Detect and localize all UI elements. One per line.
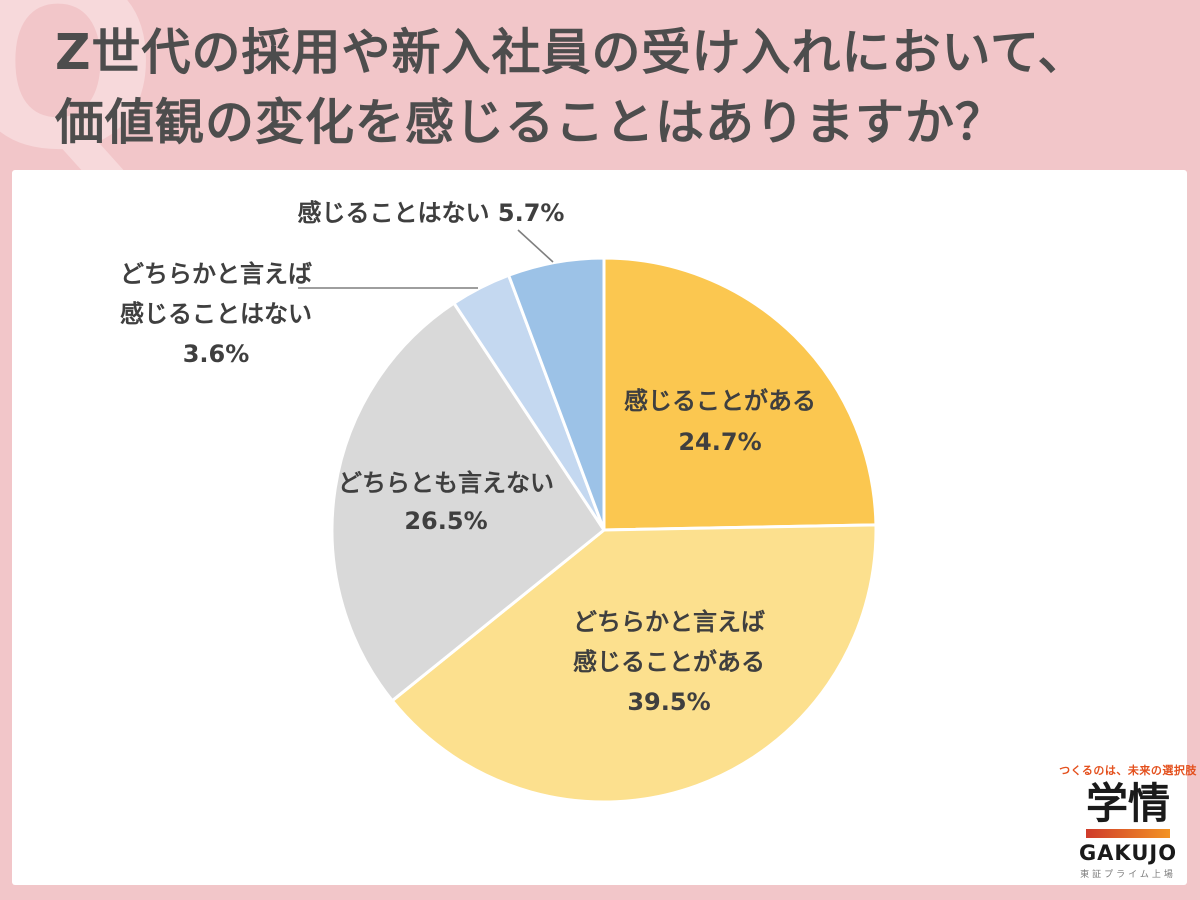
q-watermark: Q	[0, 0, 158, 202]
page-title: Z世代の採用や新入社員の受け入れにおいて、 価値観の変化を感じることはありますか…	[55, 18, 1185, 158]
chart-panel: 感じることはない 5.7% どちらかと言えば 感じることはない 3.6% 感じる…	[12, 170, 1196, 885]
pie-label-rather-feel-change: どちらかと言えば 感じることがある 39.5%	[573, 608, 765, 716]
logo-gradient-bar	[1086, 829, 1170, 838]
leader-line-no-change	[517, 229, 554, 263]
logo-name-english: GAKUJO	[1078, 841, 1178, 865]
pie-slice-0	[602, 256, 878, 532]
pie-label-rather-no-change: どちらかと言えば 感じることはない 3.6%	[120, 260, 312, 368]
logo-subtitle: 東証プライム上場	[1080, 870, 1176, 880]
gakujo-logo: つくるのは、未来の選択肢 学情 GAKUJO 東証プライム上場	[1058, 762, 1198, 880]
pie-slice-1	[390, 523, 878, 804]
logo-name-japanese: 学情	[1085, 779, 1170, 828]
pie-label-no-change: 感じることはない 5.7%	[297, 199, 565, 227]
page-title-line2: 価値観の変化を感じることはありますか？	[55, 94, 1006, 151]
page-title-line1: Z世代の採用や新入社員の受け入れにおいて、	[55, 24, 1088, 81]
pie-slice-2	[330, 301, 606, 703]
pie-label-neither: どちらとも言えない 26.5%	[338, 469, 554, 535]
pie-slice-4	[507, 256, 606, 532]
pie-chart	[298, 229, 878, 804]
logo-tagline: つくるのは、未来の選択肢	[1059, 764, 1197, 777]
pie-label-feel-change: 感じることがある 24.7%	[624, 387, 816, 456]
